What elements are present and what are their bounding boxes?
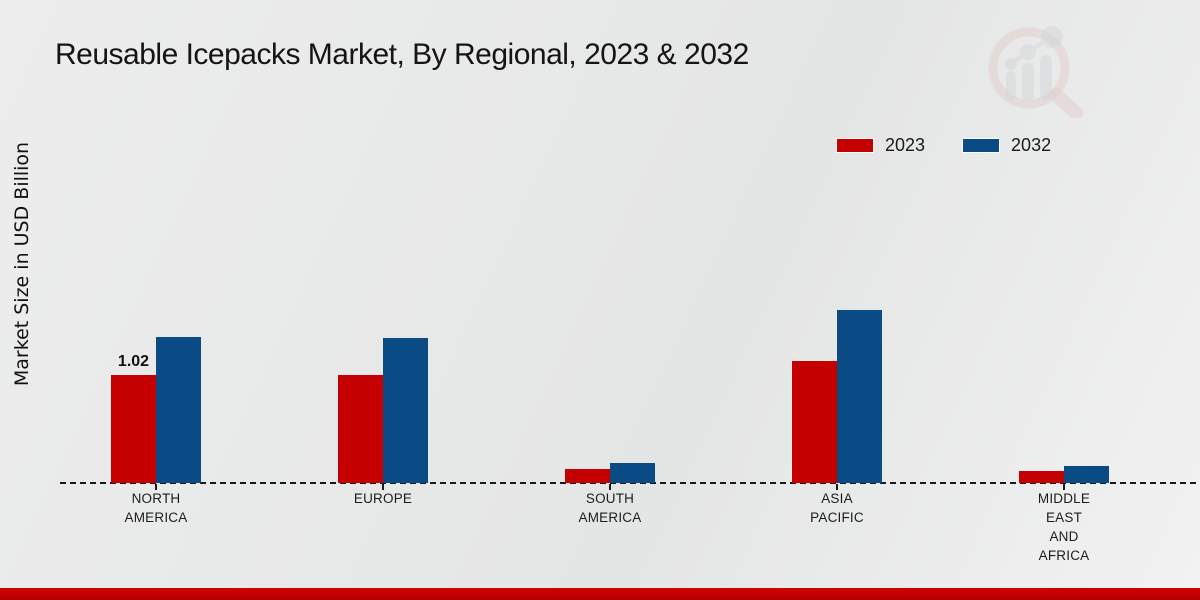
bar-2023-region-4 <box>1019 471 1064 483</box>
legend: 2023 2032 <box>837 135 1051 156</box>
legend-label-2032: 2032 <box>1011 135 1052 155</box>
data-label-1.02: 1.02 <box>117 353 150 370</box>
x-axis-tick-4 <box>1063 484 1065 490</box>
chart-title: Reusable Icepacks Market, By Regional, 2… <box>55 38 749 71</box>
x-axis-label-0: NORTH AMERICA <box>124 491 188 525</box>
x-axis-tick-3 <box>836 484 838 490</box>
legend-swatch-2032 <box>963 139 1000 152</box>
legend-label-2023: 2023 <box>885 135 926 155</box>
bar-2023-region-1 <box>338 375 383 483</box>
bar-2032-region-2 <box>610 463 655 483</box>
bar-2032-region-3 <box>837 310 882 483</box>
bar-2032-region-4 <box>1064 466 1109 483</box>
x-axis-label-1: EUROPE <box>353 491 413 506</box>
bar-2032-region-0 <box>156 337 201 483</box>
footer-bar <box>0 588 1200 600</box>
x-axis-baseline <box>60 482 1196 484</box>
x-axis-label-2: SOUTH AMERICA <box>578 491 642 525</box>
legend-item-2023: 2023 <box>837 135 925 156</box>
x-axis-tick-1 <box>382 484 384 490</box>
magnifier-bar-chart-logo-icon <box>988 26 1083 118</box>
legend-item-2032: 2032 <box>963 135 1051 156</box>
bar-2023-region-2 <box>565 469 610 483</box>
legend-swatch-2023 <box>837 139 873 152</box>
bar-2023-region-0 <box>111 375 156 483</box>
x-axis-label-3: ASIA PACIFIC <box>810 491 864 525</box>
x-axis-tick-0 <box>155 484 157 490</box>
x-axis-label-4: MIDDLE EAST AND AFRICA <box>1037 491 1091 563</box>
bar-2032-region-1 <box>383 338 428 483</box>
bar-2023-region-3 <box>792 361 837 483</box>
x-axis-tick-2 <box>609 484 611 490</box>
